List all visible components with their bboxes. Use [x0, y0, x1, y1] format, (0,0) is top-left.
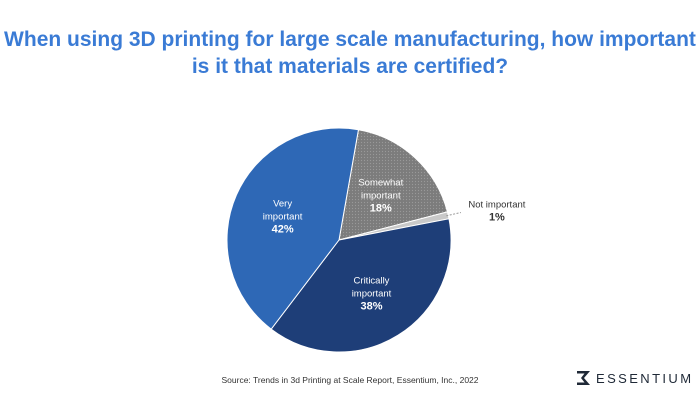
chart-title: When using 3D printing for large scale m…	[0, 26, 700, 80]
pie-slice-somewhat-important	[338, 129, 449, 241]
chart-title-line-2: is it that materials are certified?	[191, 55, 509, 78]
slice-label-text-very-important: Very	[273, 198, 292, 209]
leader-line-not-important	[446, 212, 462, 217]
slice-label-text-somewhat-important: Somewhat	[358, 178, 403, 189]
slice-label-text-not-important: Not important	[468, 200, 525, 211]
slice-label-text-very-important: important	[263, 211, 303, 222]
slice-value-critically-important: 38%	[360, 300, 382, 312]
slice-label-text-critically-important: important	[352, 288, 392, 299]
slice-value-somewhat-important: 18%	[370, 203, 392, 215]
pie-slice-critically-important	[270, 218, 452, 353]
slice-label-text-critically-important: Critically	[354, 275, 390, 286]
slice-value-not-important: 1%	[489, 212, 505, 224]
brand-name: ESSENTIUM	[596, 370, 694, 386]
chart-title-line-1: When using 3D printing for large scale m…	[4, 28, 696, 51]
source-note: Source: Trends in 3d Printing at Scale R…	[221, 375, 479, 385]
slice-label-text-somewhat-important: important	[361, 191, 401, 202]
brand-logo: ESSENTIUM	[576, 370, 693, 386]
slice-value-very-important: 42%	[272, 223, 294, 235]
pie-slice-very-important	[226, 127, 360, 330]
essentium-logo-icon	[577, 371, 590, 385]
